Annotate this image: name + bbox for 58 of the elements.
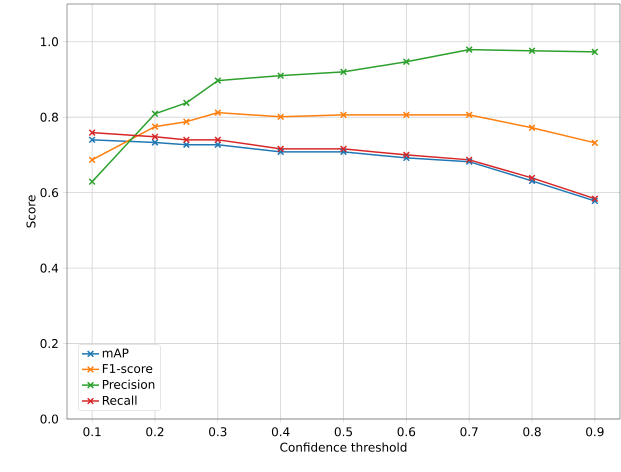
x-tick-label: 0.4 [272, 427, 290, 436]
legend-label: mAP [102, 348, 128, 358]
y-tick-label: 0.0 [40, 414, 58, 424]
x-tick-label: 0.8 [523, 427, 541, 436]
y-tick-label: 0.8 [40, 112, 58, 122]
point [151, 110, 159, 118]
y-tick-label: 0.2 [40, 339, 58, 348]
point [591, 48, 598, 56]
point [466, 46, 473, 54]
legend-label: F1-score [102, 364, 152, 374]
y-tick-label: 0.4 [40, 264, 58, 273]
point [214, 141, 222, 148]
point [528, 47, 536, 54]
point [88, 136, 96, 144]
point [277, 72, 284, 80]
point [402, 154, 410, 162]
point [340, 68, 348, 76]
x-tick-label: 0.1 [83, 427, 101, 436]
point [151, 123, 159, 130]
point [182, 136, 190, 144]
point [277, 148, 284, 156]
point [528, 177, 536, 185]
point [182, 141, 190, 148]
x-tick-label: 0.5 [334, 427, 352, 436]
x-tick-label: 0.3 [209, 427, 226, 436]
point [182, 99, 190, 106]
point [528, 124, 536, 132]
x-tick-label: 0.9 [586, 427, 604, 436]
point [591, 139, 598, 146]
point [340, 145, 348, 152]
legend-label: Precision [102, 380, 154, 389]
point [466, 111, 473, 118]
legend-label: Recall [102, 396, 136, 405]
point [402, 151, 410, 158]
point [88, 178, 96, 186]
y-tick-label: 0.6 [40, 188, 58, 198]
y-axis-title: Score [26, 195, 36, 228]
x-tick-label: 0.7 [460, 427, 478, 436]
x-tick-label: 0.2 [146, 427, 164, 436]
point [182, 118, 190, 126]
point [277, 145, 284, 152]
x-tick-label: 0.6 [398, 427, 416, 436]
point [151, 133, 159, 140]
point [402, 111, 410, 118]
point [88, 129, 96, 136]
point [277, 113, 284, 120]
point [214, 136, 222, 144]
point [88, 156, 96, 164]
point [340, 111, 348, 118]
point [151, 138, 159, 146]
point [214, 77, 222, 84]
point [528, 174, 536, 182]
point [591, 197, 598, 205]
x-axis-title: Confidence threshold [280, 442, 406, 452]
y-tick-label: 1.0 [41, 37, 58, 46]
point [214, 109, 222, 116]
point [340, 148, 348, 156]
point [402, 58, 410, 66]
